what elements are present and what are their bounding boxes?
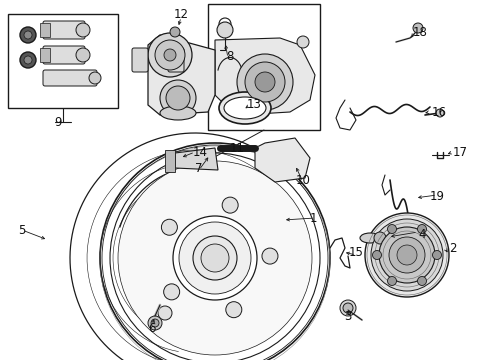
Circle shape bbox=[165, 86, 190, 110]
Circle shape bbox=[20, 27, 36, 43]
Ellipse shape bbox=[359, 233, 379, 243]
Circle shape bbox=[388, 237, 424, 273]
Circle shape bbox=[409, 235, 419, 245]
Text: 13: 13 bbox=[246, 99, 262, 112]
FancyBboxPatch shape bbox=[43, 21, 85, 39]
Circle shape bbox=[89, 72, 101, 84]
Text: 3: 3 bbox=[344, 310, 351, 323]
Text: 6: 6 bbox=[148, 321, 156, 334]
Circle shape bbox=[370, 219, 442, 291]
Circle shape bbox=[163, 49, 176, 61]
Circle shape bbox=[155, 40, 184, 70]
FancyBboxPatch shape bbox=[43, 46, 85, 64]
Text: 12: 12 bbox=[173, 8, 188, 21]
Text: 2: 2 bbox=[448, 242, 456, 255]
Polygon shape bbox=[164, 150, 175, 172]
Circle shape bbox=[151, 319, 159, 327]
Circle shape bbox=[342, 303, 352, 313]
Circle shape bbox=[148, 33, 192, 77]
Polygon shape bbox=[70, 133, 312, 360]
Circle shape bbox=[417, 276, 426, 285]
Text: 18: 18 bbox=[412, 26, 427, 39]
Text: 4: 4 bbox=[417, 229, 425, 242]
Text: 10: 10 bbox=[295, 174, 310, 186]
Circle shape bbox=[100, 143, 329, 360]
Circle shape bbox=[372, 251, 381, 260]
Circle shape bbox=[148, 316, 162, 330]
Circle shape bbox=[20, 52, 36, 68]
Circle shape bbox=[118, 161, 311, 355]
Text: 15: 15 bbox=[348, 247, 363, 260]
Circle shape bbox=[201, 244, 228, 272]
Circle shape bbox=[217, 22, 232, 38]
Circle shape bbox=[76, 23, 90, 37]
Circle shape bbox=[24, 31, 32, 39]
Circle shape bbox=[158, 306, 172, 320]
Text: 9: 9 bbox=[54, 116, 61, 129]
Circle shape bbox=[417, 225, 426, 234]
Circle shape bbox=[237, 54, 292, 110]
Circle shape bbox=[179, 222, 250, 294]
Circle shape bbox=[254, 72, 274, 92]
Circle shape bbox=[24, 56, 32, 64]
Text: 8: 8 bbox=[226, 49, 233, 63]
Circle shape bbox=[262, 248, 277, 264]
Circle shape bbox=[412, 23, 422, 33]
Text: 17: 17 bbox=[452, 145, 467, 158]
Ellipse shape bbox=[160, 106, 196, 120]
Circle shape bbox=[396, 245, 416, 265]
Circle shape bbox=[225, 302, 242, 318]
Circle shape bbox=[373, 232, 385, 244]
Bar bbox=[207, 4, 319, 130]
Circle shape bbox=[339, 300, 355, 316]
Circle shape bbox=[386, 225, 396, 234]
Circle shape bbox=[193, 236, 237, 280]
Polygon shape bbox=[148, 35, 215, 115]
Text: 1: 1 bbox=[309, 211, 317, 225]
Circle shape bbox=[76, 48, 90, 62]
Circle shape bbox=[160, 80, 196, 116]
FancyBboxPatch shape bbox=[43, 70, 97, 86]
Bar bbox=[40, 23, 50, 37]
Polygon shape bbox=[175, 148, 218, 170]
Bar bbox=[40, 48, 50, 62]
Text: 5: 5 bbox=[18, 224, 25, 237]
Circle shape bbox=[244, 62, 285, 102]
Circle shape bbox=[173, 216, 257, 300]
Circle shape bbox=[431, 251, 441, 260]
Circle shape bbox=[161, 219, 177, 235]
Bar bbox=[8, 14, 118, 108]
FancyBboxPatch shape bbox=[168, 48, 183, 72]
Circle shape bbox=[378, 227, 434, 283]
Text: 7: 7 bbox=[195, 162, 203, 175]
Circle shape bbox=[296, 36, 308, 48]
FancyBboxPatch shape bbox=[132, 48, 148, 72]
Circle shape bbox=[170, 27, 180, 37]
Circle shape bbox=[163, 284, 179, 300]
Circle shape bbox=[222, 197, 238, 213]
Polygon shape bbox=[215, 38, 314, 115]
Circle shape bbox=[386, 276, 396, 285]
Circle shape bbox=[364, 213, 448, 297]
Text: 16: 16 bbox=[431, 105, 446, 118]
Ellipse shape bbox=[219, 92, 270, 124]
Text: 19: 19 bbox=[428, 189, 444, 202]
Text: 14: 14 bbox=[193, 145, 207, 158]
Polygon shape bbox=[254, 138, 309, 182]
Circle shape bbox=[435, 109, 443, 117]
Text: 11: 11 bbox=[229, 141, 244, 154]
Ellipse shape bbox=[224, 97, 265, 119]
